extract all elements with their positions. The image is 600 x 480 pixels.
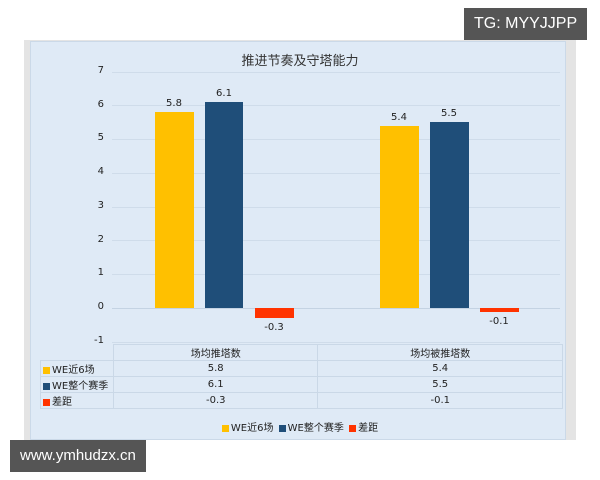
bar-season — [430, 122, 469, 308]
legend-swatch-icon — [43, 366, 50, 374]
legend-swatch-icon — [43, 398, 50, 406]
gridline — [112, 173, 560, 174]
y-tick: 4 — [97, 166, 104, 177]
y-tick: 6 — [97, 99, 104, 110]
bar-label: -0.3 — [264, 322, 284, 333]
table-cell: 5.4 — [317, 360, 563, 377]
legend-item: WE整个赛季 — [278, 419, 344, 434]
watermark-top-right: TG: MYYJJPP — [464, 8, 588, 40]
row-label-text: WE整个赛季 — [52, 381, 109, 392]
bar-recent6 — [380, 126, 419, 308]
zero-line — [112, 308, 560, 309]
row-label-text: WE近6场 — [52, 365, 95, 376]
watermark-bottom-left: www.ymhudzx.cn — [10, 440, 146, 472]
y-tick: 3 — [97, 200, 104, 211]
legend-label: WE整个赛季 — [287, 423, 344, 434]
bar-label: -0.1 — [489, 316, 509, 327]
legend-swatch-icon — [349, 424, 357, 432]
bar-diff — [255, 308, 294, 318]
table-header: 场均推塔数 — [112, 344, 319, 361]
legend-swatch-icon — [278, 424, 286, 432]
y-tick: 5 — [97, 132, 104, 143]
y-tick: 0 — [97, 301, 104, 312]
legend-label: WE近6场 — [230, 423, 274, 434]
row-label: WE近6场 — [40, 360, 114, 377]
gridline — [112, 342, 560, 343]
row-label-text: 差距 — [52, 397, 72, 408]
row-label: WE整个赛季 — [40, 376, 114, 393]
data-table: 场均推塔数 场均被推塔数 WE近6场 5.8 5.4 WE整个赛季 6.1 5.… — [40, 344, 563, 409]
legend-item: WE近6场 — [221, 419, 274, 434]
gridline — [112, 105, 560, 106]
table-header: 场均被推塔数 — [317, 344, 563, 361]
table-cell: 6.1 — [112, 376, 319, 393]
legend-label: 差距 — [358, 423, 379, 434]
legend-item: 差距 — [349, 419, 378, 434]
gridline — [112, 207, 560, 208]
gridline — [112, 274, 560, 275]
gridline — [112, 72, 560, 73]
gridline — [112, 139, 560, 140]
table-cell: 5.5 — [317, 376, 563, 393]
y-tick: 7 — [97, 65, 104, 76]
bar-label: 5.8 — [166, 98, 182, 109]
table-cell: 5.8 — [112, 360, 319, 377]
bar-label: 6.1 — [216, 88, 232, 99]
row-label: 差距 — [40, 392, 114, 409]
y-tick: 1 — [97, 267, 104, 278]
chart-legend: WE近6场 WE整个赛季 差距 — [0, 419, 600, 434]
bar-season — [205, 102, 243, 308]
y-tick: -1 — [94, 335, 104, 346]
bar-diff — [480, 308, 519, 312]
legend-swatch-icon — [221, 424, 229, 432]
table-cell: -0.3 — [112, 392, 319, 409]
table-row: WE整个赛季 6.1 5.5 — [40, 376, 563, 393]
table-corner — [41, 345, 114, 361]
bar-recent6 — [155, 112, 194, 308]
table-cell: -0.1 — [317, 392, 563, 409]
y-tick: 2 — [97, 234, 104, 245]
chart-title: 推进节奏及守塔能力 — [241, 54, 359, 69]
bar-label: 5.5 — [441, 108, 457, 119]
table-row: 差距 -0.3 -0.1 — [40, 392, 563, 409]
bar-label: 5.4 — [391, 112, 407, 123]
gridline — [112, 240, 560, 241]
table-row: WE近6场 5.8 5.4 — [40, 360, 563, 377]
table-header-row: 场均推塔数 场均被推塔数 — [41, 344, 563, 361]
legend-swatch-icon — [43, 382, 50, 390]
